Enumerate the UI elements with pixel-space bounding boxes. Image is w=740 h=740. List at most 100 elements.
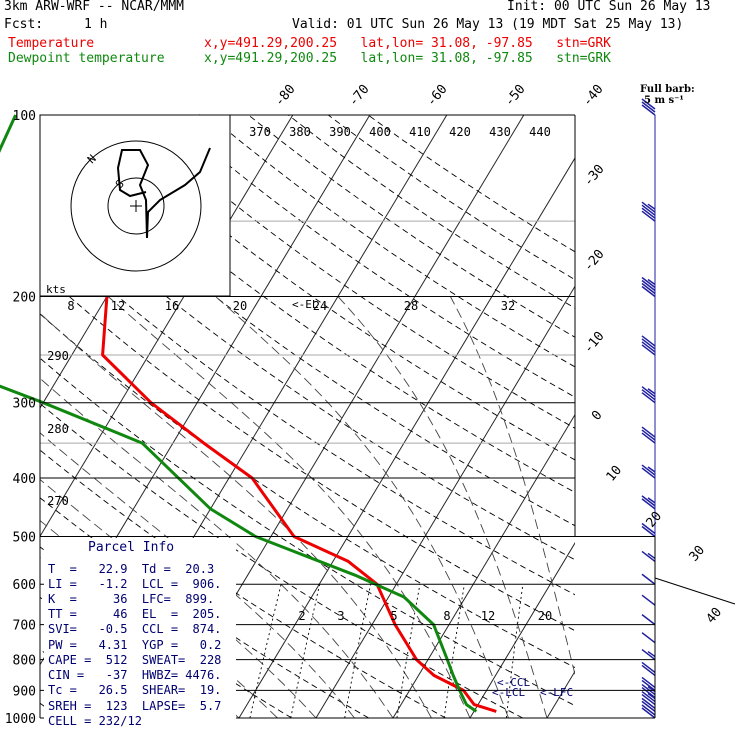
barb-feather — [641, 467, 656, 479]
theta-side-label: 280 — [47, 422, 69, 436]
theta-side-label: 290 — [47, 349, 69, 363]
hodograph-speed-label: 28 — [404, 299, 418, 313]
wind-barb-layer — [641, 98, 656, 719]
barb-feather — [641, 632, 656, 644]
level-annotation: <-EL — [292, 298, 319, 311]
barb-feather — [641, 210, 656, 222]
barb-feather — [641, 104, 656, 116]
hodograph-speed-label: 8 — [67, 299, 74, 313]
isotherm-label: -40 — [580, 82, 607, 110]
barb-feather — [641, 613, 656, 626]
wind-barb — [641, 661, 656, 677]
parcel-row: CELL = 232/12 — [48, 714, 142, 728]
isotherm — [315, 285, 575, 718]
barb-half-feather — [647, 278, 656, 286]
isotherm — [238, 157, 575, 718]
barb-feather — [641, 498, 656, 510]
theta-label: 420 — [449, 125, 471, 139]
barb-feather — [641, 707, 656, 719]
theta-side-label: 270 — [47, 494, 69, 508]
parcel-row: CAPE = 512 SWEAT= 228 — [48, 653, 222, 667]
isotherm — [624, 115, 740, 718]
isotherm-label: -70 — [346, 82, 373, 110]
barb-feather — [641, 495, 656, 507]
barb-feather — [641, 550, 656, 563]
theta-label: 410 — [409, 125, 431, 139]
parcel-row: K = 36 LFC= 899. — [48, 592, 215, 606]
barb-half-feather — [647, 203, 656, 210]
parcel-info-panel: Parcel Info T = 22.9 Td = 20.3 LI = -1.2… — [44, 538, 236, 728]
barb-feather — [641, 338, 656, 350]
wind-barb — [641, 550, 656, 563]
mixing-ratio-line — [505, 584, 524, 718]
dry-adiabat — [208, 115, 575, 368]
isotherm-label: 10 — [604, 463, 626, 485]
dewpoint-legend: Dewpoint temperature — [8, 51, 165, 66]
barb-feather — [641, 690, 656, 703]
barb-feather — [641, 686, 656, 699]
barb-half-feather — [647, 650, 656, 658]
barb-feather — [641, 285, 656, 298]
hodograph-speed-label: 20 — [233, 299, 247, 313]
mixing-ratio-label: 8 — [443, 609, 450, 623]
theta-label: 430 — [489, 125, 511, 139]
barb-feather — [641, 389, 656, 401]
wind-barb — [641, 704, 656, 719]
barb-feather — [641, 693, 656, 706]
pressure-label: 600 — [13, 578, 36, 593]
isotherm — [40, 115, 294, 538]
barb-feather — [641, 392, 656, 404]
barb-feather — [641, 282, 656, 295]
barb-feather — [641, 683, 656, 696]
barb-feather — [641, 522, 656, 535]
dry-adiabat — [40, 402, 523, 718]
wind-barb — [641, 386, 656, 404]
mixing-ratio-label: 2 — [298, 609, 305, 623]
barb-feather — [641, 432, 656, 444]
barb-feather — [641, 648, 656, 661]
dry-adiabat — [168, 115, 575, 398]
theta-label: 380 — [289, 125, 311, 139]
mixing-ratio-line — [344, 584, 372, 718]
dewpoint-info: x,y=491.29,200.25 lat,lon= 31.08, -97.85… — [204, 51, 611, 66]
barb-feather — [641, 276, 656, 289]
dewpoint-trace — [0, 114, 478, 713]
dry-adiabat — [40, 227, 575, 596]
mixing-ratio-label: 12 — [481, 609, 495, 623]
barb-feather — [641, 98, 656, 110]
pressure-label: 800 — [13, 654, 36, 669]
barb-half-feather — [647, 466, 656, 473]
barb-feather — [641, 700, 656, 712]
wind-barb — [641, 495, 656, 510]
theta-label: 390 — [329, 125, 351, 139]
parcel-row: SVI= -0.5 CCL = 874. — [48, 622, 222, 636]
barb-feather — [641, 344, 656, 356]
parcel-row: LI = -1.2 LCL = 906. — [48, 577, 222, 591]
mixing-ratio-label: 3 — [337, 609, 344, 623]
frame-edge — [654, 577, 736, 605]
parcel-row: CIN = -37 HWBZ= 4476. — [48, 668, 222, 682]
hodograph-trace — [116, 147, 211, 239]
wind-barb — [641, 697, 656, 712]
valid-time: Valid: 01 UTC Sun 26 May 13 (19 MDT Sat … — [292, 17, 684, 32]
theta-label: 440 — [529, 125, 551, 139]
wind-barb — [641, 648, 656, 661]
model-title: 3km ARW-WRF -- NCAR/MMM — [4, 0, 185, 14]
wind-barb — [641, 276, 656, 298]
theta-label: 370 — [249, 125, 271, 139]
pressure-label: 700 — [13, 619, 36, 634]
parcel-row: SREH = 123 LAPSE= 5.7 — [48, 699, 222, 713]
wind-barb — [641, 98, 656, 116]
barb-feather — [641, 207, 656, 219]
hodograph-speed-label: 16 — [165, 299, 179, 313]
barb-feather — [641, 429, 656, 441]
temperature-trace — [101, 114, 497, 713]
barb-feather — [641, 335, 656, 347]
moist-adiabat — [450, 296, 575, 677]
barb-feather — [641, 676, 656, 689]
barb-feather — [641, 201, 656, 213]
mixing-ratio-label: 20 — [538, 609, 552, 623]
isotherm — [392, 413, 575, 718]
trace-layer — [0, 114, 497, 713]
hodograph-speed-label: 12 — [111, 299, 125, 313]
